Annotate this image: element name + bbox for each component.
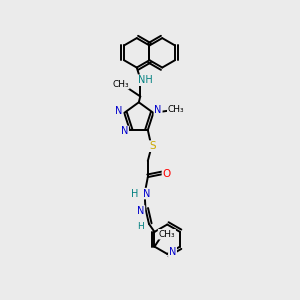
- Text: N: N: [143, 189, 150, 199]
- Text: O: O: [163, 169, 171, 178]
- Text: H: H: [131, 189, 138, 199]
- Text: N: N: [154, 105, 162, 115]
- Text: H: H: [137, 222, 144, 231]
- Text: CH₃: CH₃: [158, 230, 175, 239]
- Text: CH₃: CH₃: [168, 105, 184, 114]
- Text: S: S: [149, 141, 156, 151]
- Text: NH: NH: [138, 75, 153, 85]
- Text: N: N: [137, 206, 144, 216]
- Text: CH₃: CH₃: [112, 80, 129, 88]
- Text: N: N: [121, 127, 128, 136]
- Text: N: N: [169, 247, 176, 257]
- Text: N: N: [115, 106, 123, 116]
